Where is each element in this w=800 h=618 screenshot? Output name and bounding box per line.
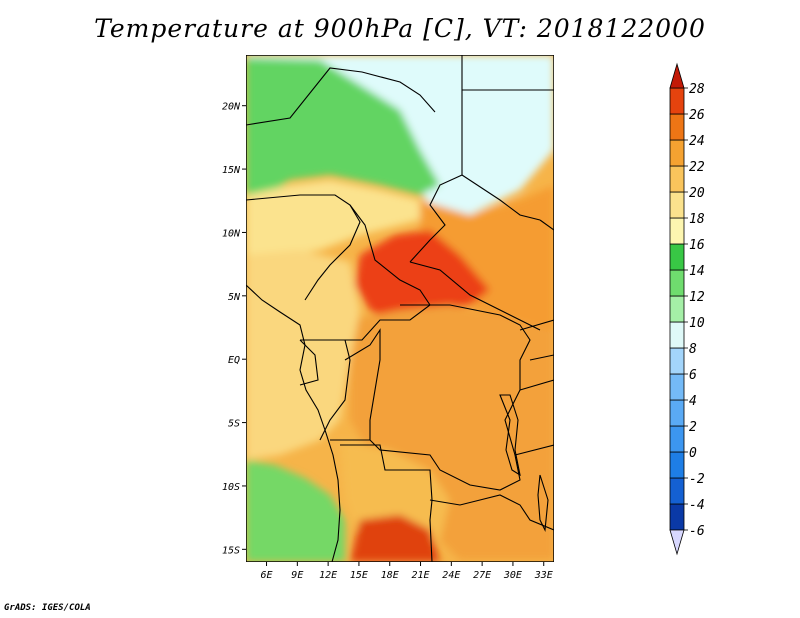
angola-green-region — [246, 460, 345, 562]
coastline — [246, 284, 341, 562]
colorbar-bin — [669, 451, 685, 479]
lat-tick-label: 20N — [222, 102, 241, 113]
colorbar-label: 8 — [689, 342, 697, 357]
zambia-border — [429, 494, 554, 531]
angola-border — [340, 444, 433, 562]
lon-axis: 6E 9E 12E 15E 18E 21E 24E 27E 30E 33E — [261, 562, 553, 581]
colorbar-bin — [669, 347, 685, 375]
colorbar-bottom-arrow — [669, 529, 685, 556]
west-sahel-region — [246, 180, 440, 260]
colorbar-top-arrow — [669, 62, 685, 89]
chart-title: Temperature at 900hPa [C], VT: 201812200… — [94, 14, 706, 43]
lon-tick-label: 6E — [261, 570, 273, 581]
north-green-region — [246, 58, 440, 200]
map-panel — [246, 55, 554, 562]
colorbar-label: 16 — [689, 238, 705, 253]
congo-border — [319, 339, 351, 441]
colorbar-label: 24 — [689, 134, 705, 149]
lake-outline-2 — [537, 474, 549, 532]
colorbar-bin — [669, 139, 685, 167]
lon-tick-label: 21E — [412, 570, 430, 581]
colorbar-label: 26 — [689, 108, 705, 123]
colorbar-bin — [669, 295, 685, 323]
lat-tick-label: 5S — [228, 419, 240, 430]
gabon-border — [299, 328, 381, 440]
colorbar-label: 22 — [689, 160, 705, 175]
lat-tick-label: 10S — [222, 482, 240, 493]
lon-tick-label: 33E — [534, 570, 553, 581]
colorbar-label: 6 — [689, 368, 697, 383]
colorbar-label: 18 — [689, 212, 705, 227]
lat-tick-label: 5N — [228, 292, 241, 303]
colorbar-bin — [669, 503, 685, 531]
colorbar-label: 10 — [689, 316, 705, 331]
lon-tick-label: 15E — [350, 570, 368, 581]
lon-tick-label: 18E — [381, 570, 399, 581]
central-hot-region — [355, 230, 490, 325]
sahara-border — [246, 67, 436, 126]
lat-tick-label: EQ — [228, 355, 240, 366]
colorbar-label: -6 — [689, 524, 705, 539]
colorbar-bin — [669, 113, 685, 141]
colorbar-label: -2 — [689, 472, 705, 487]
colorbar-label: 12 — [689, 290, 705, 305]
lat-tick-label: 15N — [222, 165, 241, 176]
lake-outline — [499, 394, 521, 477]
lat-tick-label: 15S — [222, 545, 240, 556]
lon-tick-label: 24E — [442, 570, 460, 581]
colorbar-bin — [669, 477, 685, 505]
colorbar-bin — [669, 243, 685, 271]
colorbar-bin — [669, 373, 685, 401]
colorbar-bin — [669, 165, 685, 193]
colorbar-label: 20 — [689, 186, 705, 201]
colorbar-label: 2 — [689, 420, 697, 435]
colorbar-bin — [669, 269, 685, 297]
south-hot-region — [350, 515, 440, 562]
lat-tick-label: 10N — [222, 228, 241, 239]
colorbar-label: 0 — [689, 446, 697, 461]
lon-tick-label: 9E — [291, 570, 303, 581]
colorbar-bin — [669, 191, 685, 219]
colorbar-label: 4 — [689, 394, 697, 409]
east-border — [514, 219, 554, 456]
colorbar-label: 28 — [689, 82, 705, 97]
colorbar-label: -4 — [689, 498, 705, 513]
lon-tick-label: 30E — [503, 570, 522, 581]
nigeria-border — [246, 194, 361, 301]
colorbar-bin — [669, 217, 685, 245]
colorbar-bin — [669, 87, 685, 115]
credit-label: GrADS: IGES/COLA — [4, 603, 91, 613]
colorbar-bin — [669, 399, 685, 427]
sudan-border — [461, 89, 554, 221]
lon-tick-label: 27E — [473, 570, 491, 581]
lon-tick-label: 12E — [319, 570, 337, 581]
colorbar-bin — [669, 425, 685, 453]
country-borders — [246, 55, 554, 562]
cameroon-border — [300, 204, 431, 341]
car-border — [409, 261, 541, 331]
colorbar-bin — [669, 321, 685, 349]
lat-axis: 20N 15N 10N 5N EQ 5S 10S 15S — [222, 102, 246, 556]
colorbar-label: 14 — [689, 264, 705, 279]
